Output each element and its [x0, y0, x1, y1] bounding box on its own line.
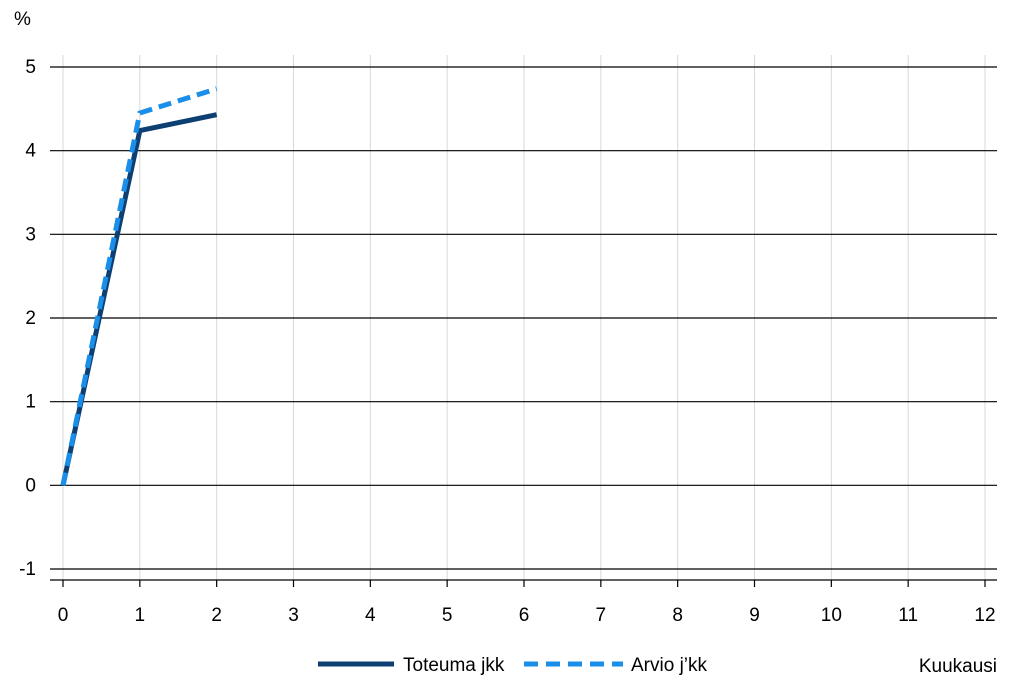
x-tick-label-5: 5 [442, 605, 453, 626]
y-tick-label-3: 3 [25, 224, 36, 245]
x-tick-labels: 0 1 2 3 4 5 6 7 8 9 10 11 12 [58, 605, 996, 626]
y-tick-label-2: 2 [25, 308, 36, 329]
x-tick-label-10: 10 [821, 605, 842, 626]
x-axis-label: Kuukausi [919, 656, 997, 677]
legend: Toteuma jkk Arvio j’kk [318, 655, 708, 676]
x-tick-label-3: 3 [288, 605, 299, 626]
horizontal-gridlines [50, 66, 997, 570]
x-tick-label-8: 8 [672, 605, 683, 626]
y-tick-label--1: -1 [19, 559, 36, 580]
x-tick-label-1: 1 [135, 605, 146, 626]
x-tick-label-11: 11 [898, 605, 918, 626]
y-tick-label-0: 0 [25, 475, 36, 496]
legend-label-arvio: Arvio j’kk [631, 655, 708, 676]
x-tick-label-9: 9 [749, 605, 760, 626]
x-tick-label-4: 4 [365, 605, 376, 626]
y-tick-label-1: 1 [25, 392, 36, 413]
x-tick-label-6: 6 [519, 605, 530, 626]
series-line-1 [60, 86, 218, 486]
x-axis [50, 579, 997, 587]
y-tick-labels: -1 0 1 2 3 4 5 [19, 57, 36, 580]
y-tick-label-4: 4 [25, 141, 36, 162]
legend-label-toteuma: Toteuma jkk [403, 655, 505, 676]
x-tick-label-0: 0 [58, 605, 69, 626]
x-tick-label-7: 7 [596, 605, 607, 626]
y-tick-label-5: 5 [25, 57, 36, 78]
x-tick-label-2: 2 [211, 605, 222, 626]
x-tick-label-12: 12 [974, 605, 995, 626]
series-layer [60, 86, 218, 486]
y-axis-unit-label: % [14, 9, 31, 30]
